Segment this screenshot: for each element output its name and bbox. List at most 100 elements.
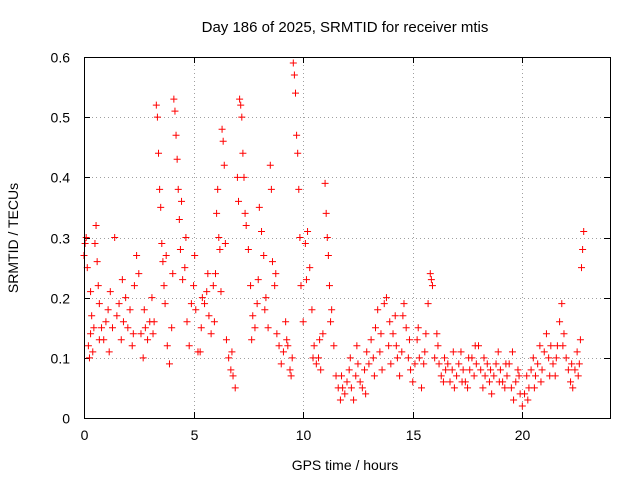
data-point-marker xyxy=(85,354,93,362)
data-point-marker xyxy=(339,384,347,392)
data-point-marker xyxy=(369,354,377,362)
data-point-marker xyxy=(219,137,227,145)
data-point-marker xyxy=(294,149,302,157)
data-point-marker xyxy=(268,258,276,266)
data-point-marker xyxy=(446,378,454,386)
y-axis-label: SRMTID / TECUs xyxy=(5,183,21,293)
y-tick-label: 0.5 xyxy=(51,110,71,126)
data-point-marker xyxy=(198,294,206,302)
data-point-marker xyxy=(209,282,217,290)
data-point-marker xyxy=(172,131,180,139)
data-point-marker xyxy=(137,330,145,338)
data-point-marker xyxy=(262,294,270,302)
data-point-marker xyxy=(124,324,132,332)
data-point-marker xyxy=(488,390,496,398)
data-point-marker xyxy=(272,270,280,278)
data-point-marker xyxy=(466,366,474,374)
data-point-marker xyxy=(457,348,465,356)
data-point-marker xyxy=(221,240,229,248)
data-point-marker xyxy=(88,312,96,320)
data-point-marker xyxy=(158,240,166,248)
data-point-marker xyxy=(215,234,223,241)
data-point-marker xyxy=(247,282,255,290)
data-point-marker xyxy=(293,131,301,139)
data-point-marker xyxy=(523,372,531,380)
data-point-marker xyxy=(346,354,354,362)
data-point-marker xyxy=(91,240,99,248)
data-point-marker xyxy=(374,306,382,314)
data-point-marker xyxy=(227,366,235,374)
data-point-marker xyxy=(352,372,360,380)
data-point-marker xyxy=(559,342,567,350)
data-point-marker xyxy=(140,306,148,314)
data-point-marker xyxy=(437,372,445,380)
data-point-marker xyxy=(271,282,279,290)
data-point-marker xyxy=(538,366,546,374)
data-point-marker xyxy=(521,390,529,398)
data-point-marker xyxy=(295,185,303,193)
data-point-marker xyxy=(562,354,570,362)
data-point-marker xyxy=(93,258,101,266)
data-point-marker xyxy=(479,384,487,392)
chart-title: Day 186 of 2025, SRMTID for receiver mti… xyxy=(202,19,489,36)
data-point-marker xyxy=(152,101,160,109)
data-point-marker xyxy=(235,197,243,205)
data-point-marker xyxy=(409,378,417,386)
x-tick-label: 0 xyxy=(81,427,89,443)
data-point-marker xyxy=(162,252,170,260)
data-point-marker xyxy=(424,300,432,308)
data-point-marker xyxy=(442,366,450,374)
data-point-marker xyxy=(579,246,587,254)
data-point-marker xyxy=(325,282,333,290)
data-point-marker xyxy=(128,342,136,350)
data-point-marker xyxy=(92,221,100,229)
data-point-marker xyxy=(87,330,95,338)
data-point-marker xyxy=(389,330,397,338)
data-point-marker xyxy=(448,366,456,374)
data-point-marker xyxy=(119,318,127,326)
data-point-marker xyxy=(104,306,112,314)
data-point-marker xyxy=(387,360,395,368)
data-point-marker xyxy=(512,378,520,386)
data-point-marker xyxy=(148,294,156,302)
data-point-marker xyxy=(353,342,361,350)
y-tick-label: 0.6 xyxy=(51,50,71,66)
data-point-marker xyxy=(231,384,239,392)
data-point-marker xyxy=(212,270,219,278)
data-point-marker xyxy=(477,366,485,374)
data-point-marker xyxy=(546,372,554,380)
data-point-marker xyxy=(323,234,331,241)
data-point-marker xyxy=(471,342,479,350)
data-point-marker xyxy=(159,258,167,266)
data-point-marker xyxy=(567,378,575,386)
data-point-marker xyxy=(376,348,384,356)
data-point-marker xyxy=(347,384,355,392)
data-point-marker xyxy=(84,342,92,350)
data-point-marker xyxy=(540,348,548,356)
data-point-marker xyxy=(291,89,299,97)
data-point-marker xyxy=(251,324,259,332)
data-point-marker xyxy=(465,354,473,362)
data-point-marker xyxy=(190,282,198,290)
data-point-marker xyxy=(470,372,478,380)
data-point-marker xyxy=(178,197,186,205)
data-point-marker xyxy=(176,246,184,254)
data-point-marker xyxy=(324,252,332,260)
data-point-marker xyxy=(204,270,212,278)
data-point-marker xyxy=(108,324,116,332)
data-point-marker xyxy=(327,318,335,326)
data-point-marker xyxy=(87,288,95,296)
data-point-marker xyxy=(299,318,307,326)
data-point-marker xyxy=(156,185,164,193)
data-point-marker xyxy=(289,59,297,67)
data-point-marker xyxy=(244,246,252,254)
data-point-marker xyxy=(527,366,535,374)
data-point-marker xyxy=(117,336,125,344)
data-point-marker xyxy=(439,378,447,386)
data-point-marker xyxy=(459,366,467,374)
data-point-marker xyxy=(260,252,268,260)
data-point-marker xyxy=(216,246,224,254)
data-point-marker xyxy=(296,234,304,241)
data-point-marker xyxy=(170,95,178,103)
data-point-marker xyxy=(400,300,408,308)
